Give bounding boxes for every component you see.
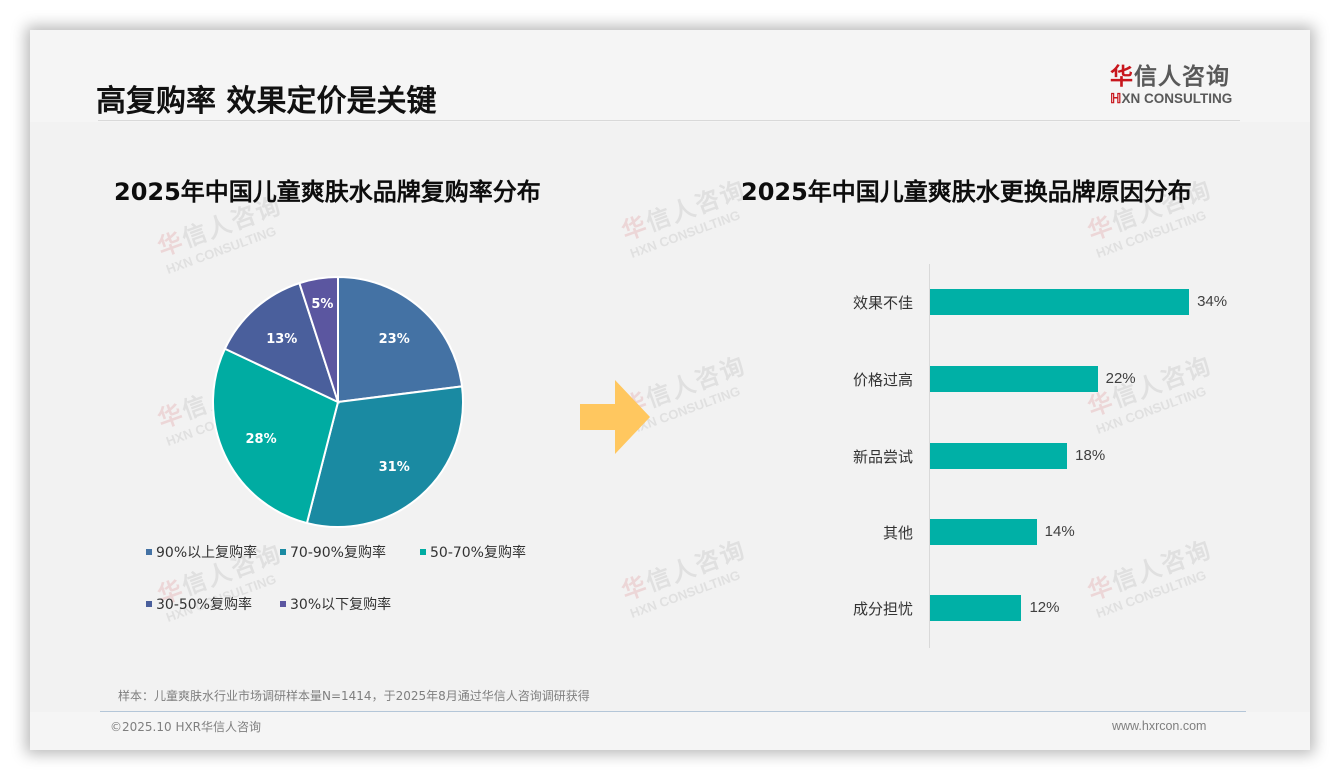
bar [930, 443, 1068, 469]
footer-divider [100, 711, 1246, 712]
pie-slice [212, 347, 340, 525]
bar [930, 366, 1098, 392]
legend-swatch-icon [146, 601, 152, 607]
pie-slices [212, 275, 464, 528]
bar-axis [929, 264, 930, 648]
bar [930, 595, 1022, 621]
legend-item: 30-50%复购率 [146, 594, 252, 614]
logo-english: ℍXN CONSULTING [1110, 91, 1233, 106]
legend-swatch-icon [146, 549, 152, 555]
pie-slice [337, 275, 464, 404]
legend-item: 50-70%复购率 [420, 542, 526, 562]
bar [930, 289, 1190, 315]
bar-value-label: 12% [1029, 599, 1060, 616]
bar-chart-title: 2025年中国儿童爽肤水更换品牌原因分布 [741, 178, 1192, 206]
pie-data-label: 23% [379, 332, 410, 347]
bar-row: 效果不佳 34% [810, 289, 1290, 315]
pie-slice [298, 275, 339, 403]
pie-data-label: 31% [379, 460, 410, 475]
website-link[interactable]: www.hxrcon.com [1112, 719, 1207, 733]
bar-row: 其他 14% [810, 519, 1290, 545]
pie-chart-title: 2025年中国儿童爽肤水品牌复购率分布 [114, 178, 541, 206]
watermark: 华信人咨询 HXN CONSULTING [618, 535, 750, 621]
bar-category-label: 效果不佳 [852, 294, 913, 312]
bar-category-label: 成分担忧 [852, 600, 913, 618]
legend-label: 50-70%复购率 [430, 545, 526, 561]
pie-slice [223, 281, 340, 404]
bar [930, 519, 1037, 545]
bar-chart: 效果不佳 34% 价格过高 22% 新品尝试 18% 其他 14% 成分担忧 12% [810, 264, 1290, 648]
legend-swatch-icon [280, 601, 286, 607]
bar-category-label: 其他 [882, 524, 913, 542]
watermark: 华信人咨询 HXN CONSULTING [618, 175, 750, 261]
legend-label: 30-50%复购率 [156, 597, 252, 613]
bar-row: 新品尝试 18% [810, 443, 1290, 469]
legend-item: 30%以下复购率 [280, 594, 391, 614]
bar-value-label: 18% [1075, 447, 1106, 464]
legend-item: 90%以上复购率 [146, 542, 257, 562]
right-arrow-icon [580, 380, 650, 454]
pie-data-label: 13% [266, 332, 297, 347]
legend-label: 70-90%复购率 [290, 545, 386, 561]
legend-item: 70-90%复购率 [280, 542, 386, 562]
brand-logo: 华信人咨询 ℍXN CONSULTING [1110, 63, 1240, 107]
bar-value-label: 14% [1044, 523, 1075, 540]
legend-label: 90%以上复购率 [156, 545, 258, 561]
legend-swatch-icon [280, 549, 286, 555]
pie-data-label: 28% [246, 432, 277, 447]
bar-row: 价格过高 22% [810, 366, 1290, 392]
bar-category-label: 新品尝试 [852, 448, 913, 466]
legend-swatch-icon [420, 549, 426, 555]
copyright: ©2025.10 HXR华信人咨询 [110, 720, 262, 734]
page-title: 高复购率 效果定价是关键 [96, 84, 437, 119]
legend-label: 30%以下复购率 [290, 597, 392, 613]
pie-chart: 23% 31% 28% 13% 5% [212, 275, 464, 528]
title-divider [98, 120, 1240, 121]
source-note: 样本：儿童爽肤水行业市场调研样本量N=1414，于2025年8月通过华信人咨询调… [118, 689, 590, 703]
header-band [30, 30, 1310, 122]
pie-slice [305, 385, 464, 528]
pie-data-label: 5% [311, 297, 333, 312]
logo-chinese: 华信人咨询 [1110, 64, 1230, 90]
bar-category-label: 价格过高 [852, 371, 913, 389]
bar-value-label: 22% [1105, 370, 1136, 387]
slide-card: 高复购率 效果定价是关键 华信人咨询 ℍXN CONSULTING 华信人咨询 … [30, 30, 1310, 750]
bar-row: 成分担忧 12% [810, 595, 1290, 621]
bar-value-label: 34% [1197, 293, 1228, 310]
footer-band [30, 712, 1310, 750]
pie-labels: 23% 31% 28% 13% 5% [246, 297, 410, 475]
